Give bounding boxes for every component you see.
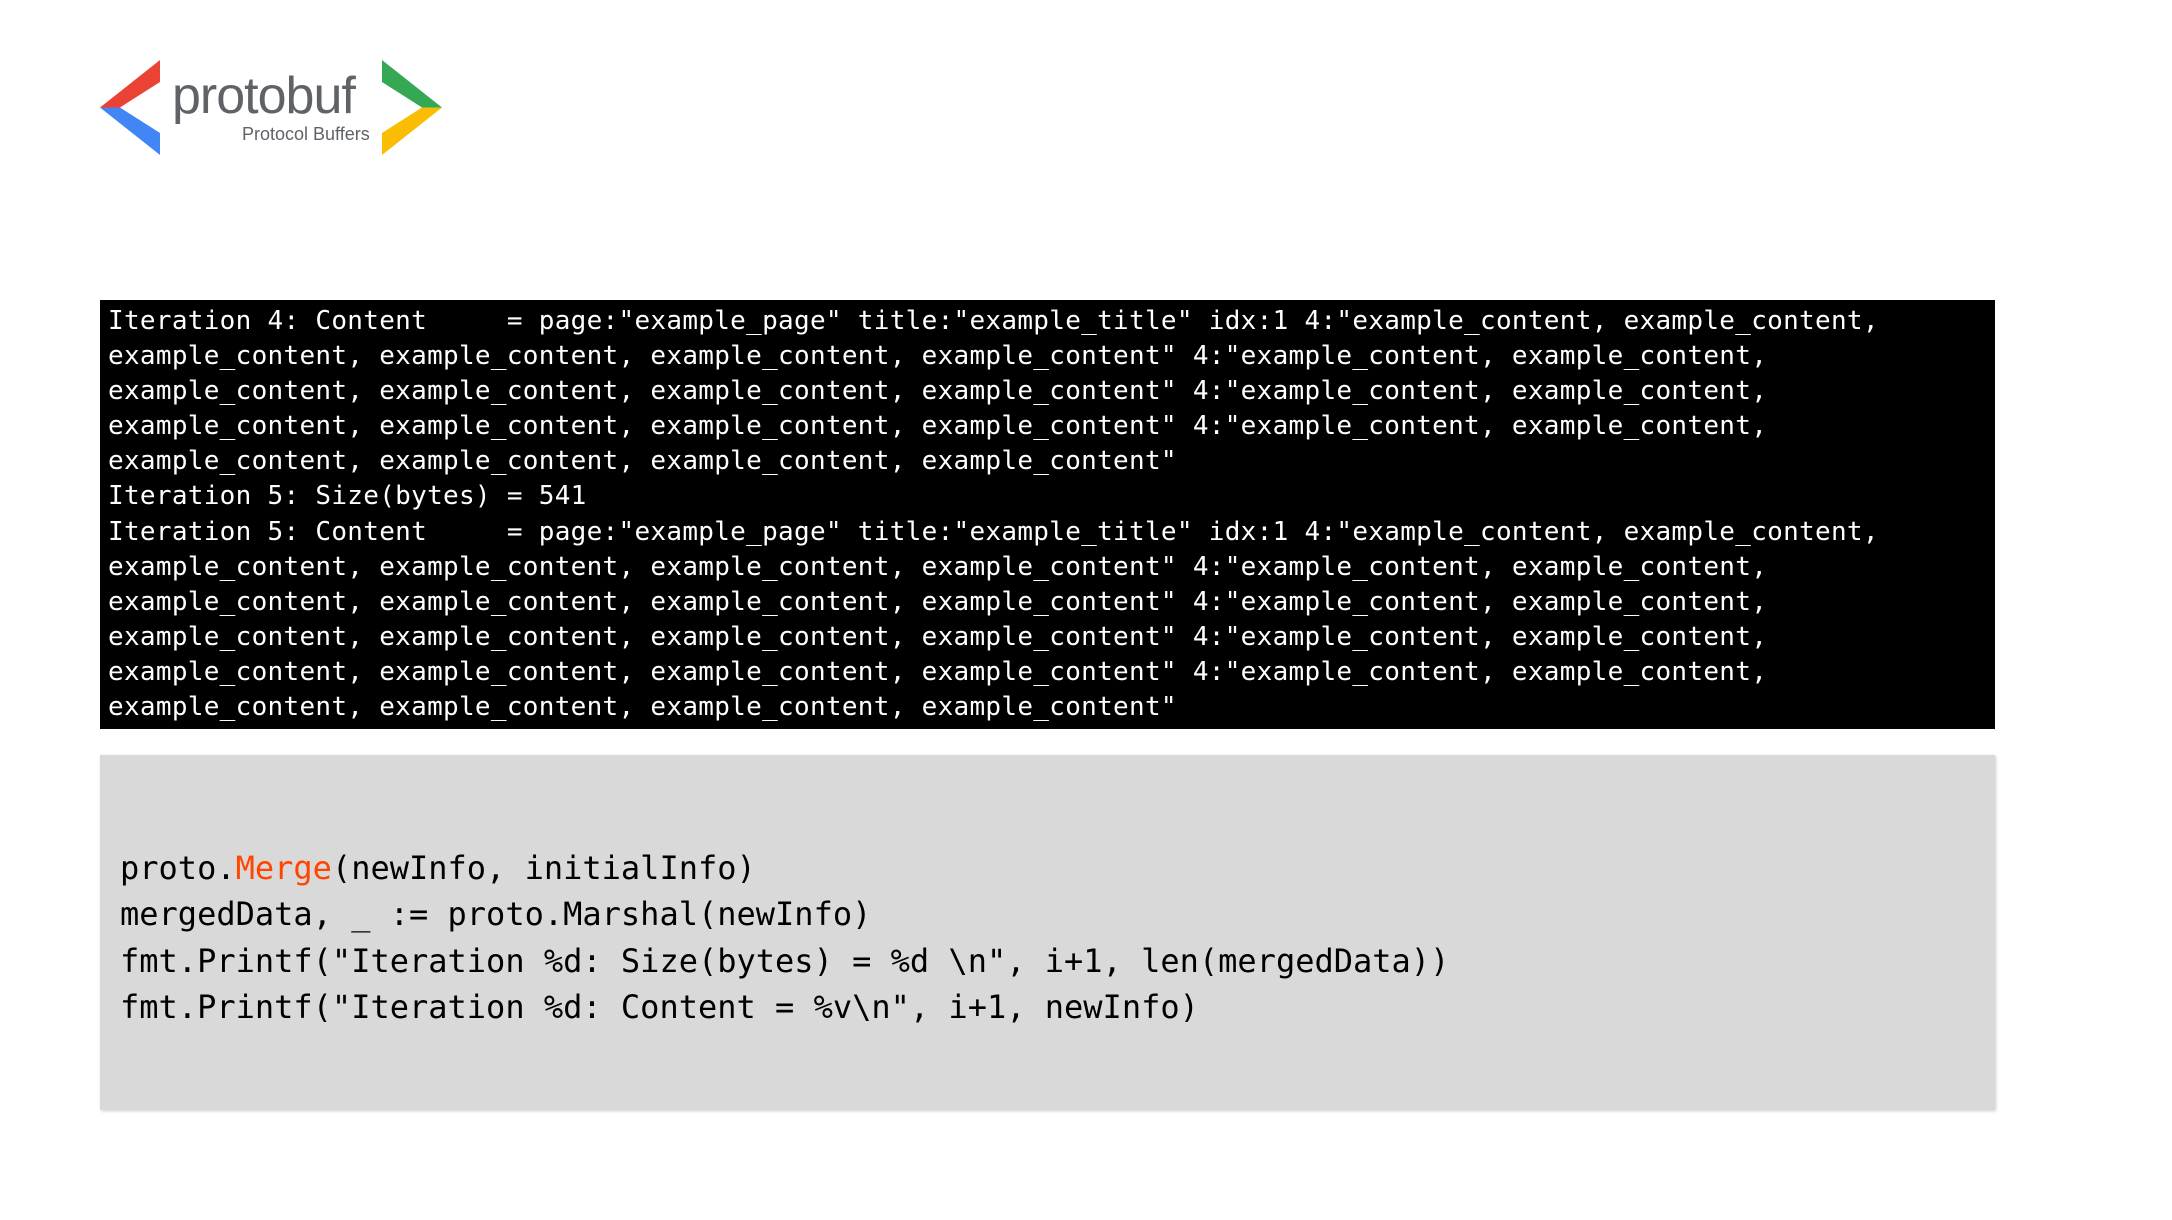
logo-text-container: protobuf Protocol Buffers <box>172 70 370 145</box>
logo-title: protobuf <box>172 70 355 122</box>
logo-left-chevron-icon <box>100 60 160 155</box>
code-line-4: fmt.Printf("Iteration %d: Content = %v\n… <box>120 984 1975 1030</box>
terminal-output: Iteration 4: Content = page:"example_pag… <box>100 300 1995 729</box>
terminal-content: Iteration 4: Content = page:"example_pag… <box>108 306 1895 722</box>
code-snippet: proto.Merge(newInfo, initialInfo) merged… <box>100 755 1995 1110</box>
code-line-3: fmt.Printf("Iteration %d: Size(bytes) = … <box>120 938 1975 984</box>
logo-subtitle: Protocol Buffers <box>242 124 370 145</box>
code-line-1: proto.Merge(newInfo, initialInfo) <box>120 845 1975 891</box>
code-line-2: mergedData, _ := proto.Marshal(newInfo) <box>120 891 1975 937</box>
protobuf-logo: protobuf Protocol Buffers <box>100 60 442 155</box>
logo-right-chevron-icon <box>382 60 442 155</box>
code-highlight-merge: Merge <box>236 849 332 887</box>
